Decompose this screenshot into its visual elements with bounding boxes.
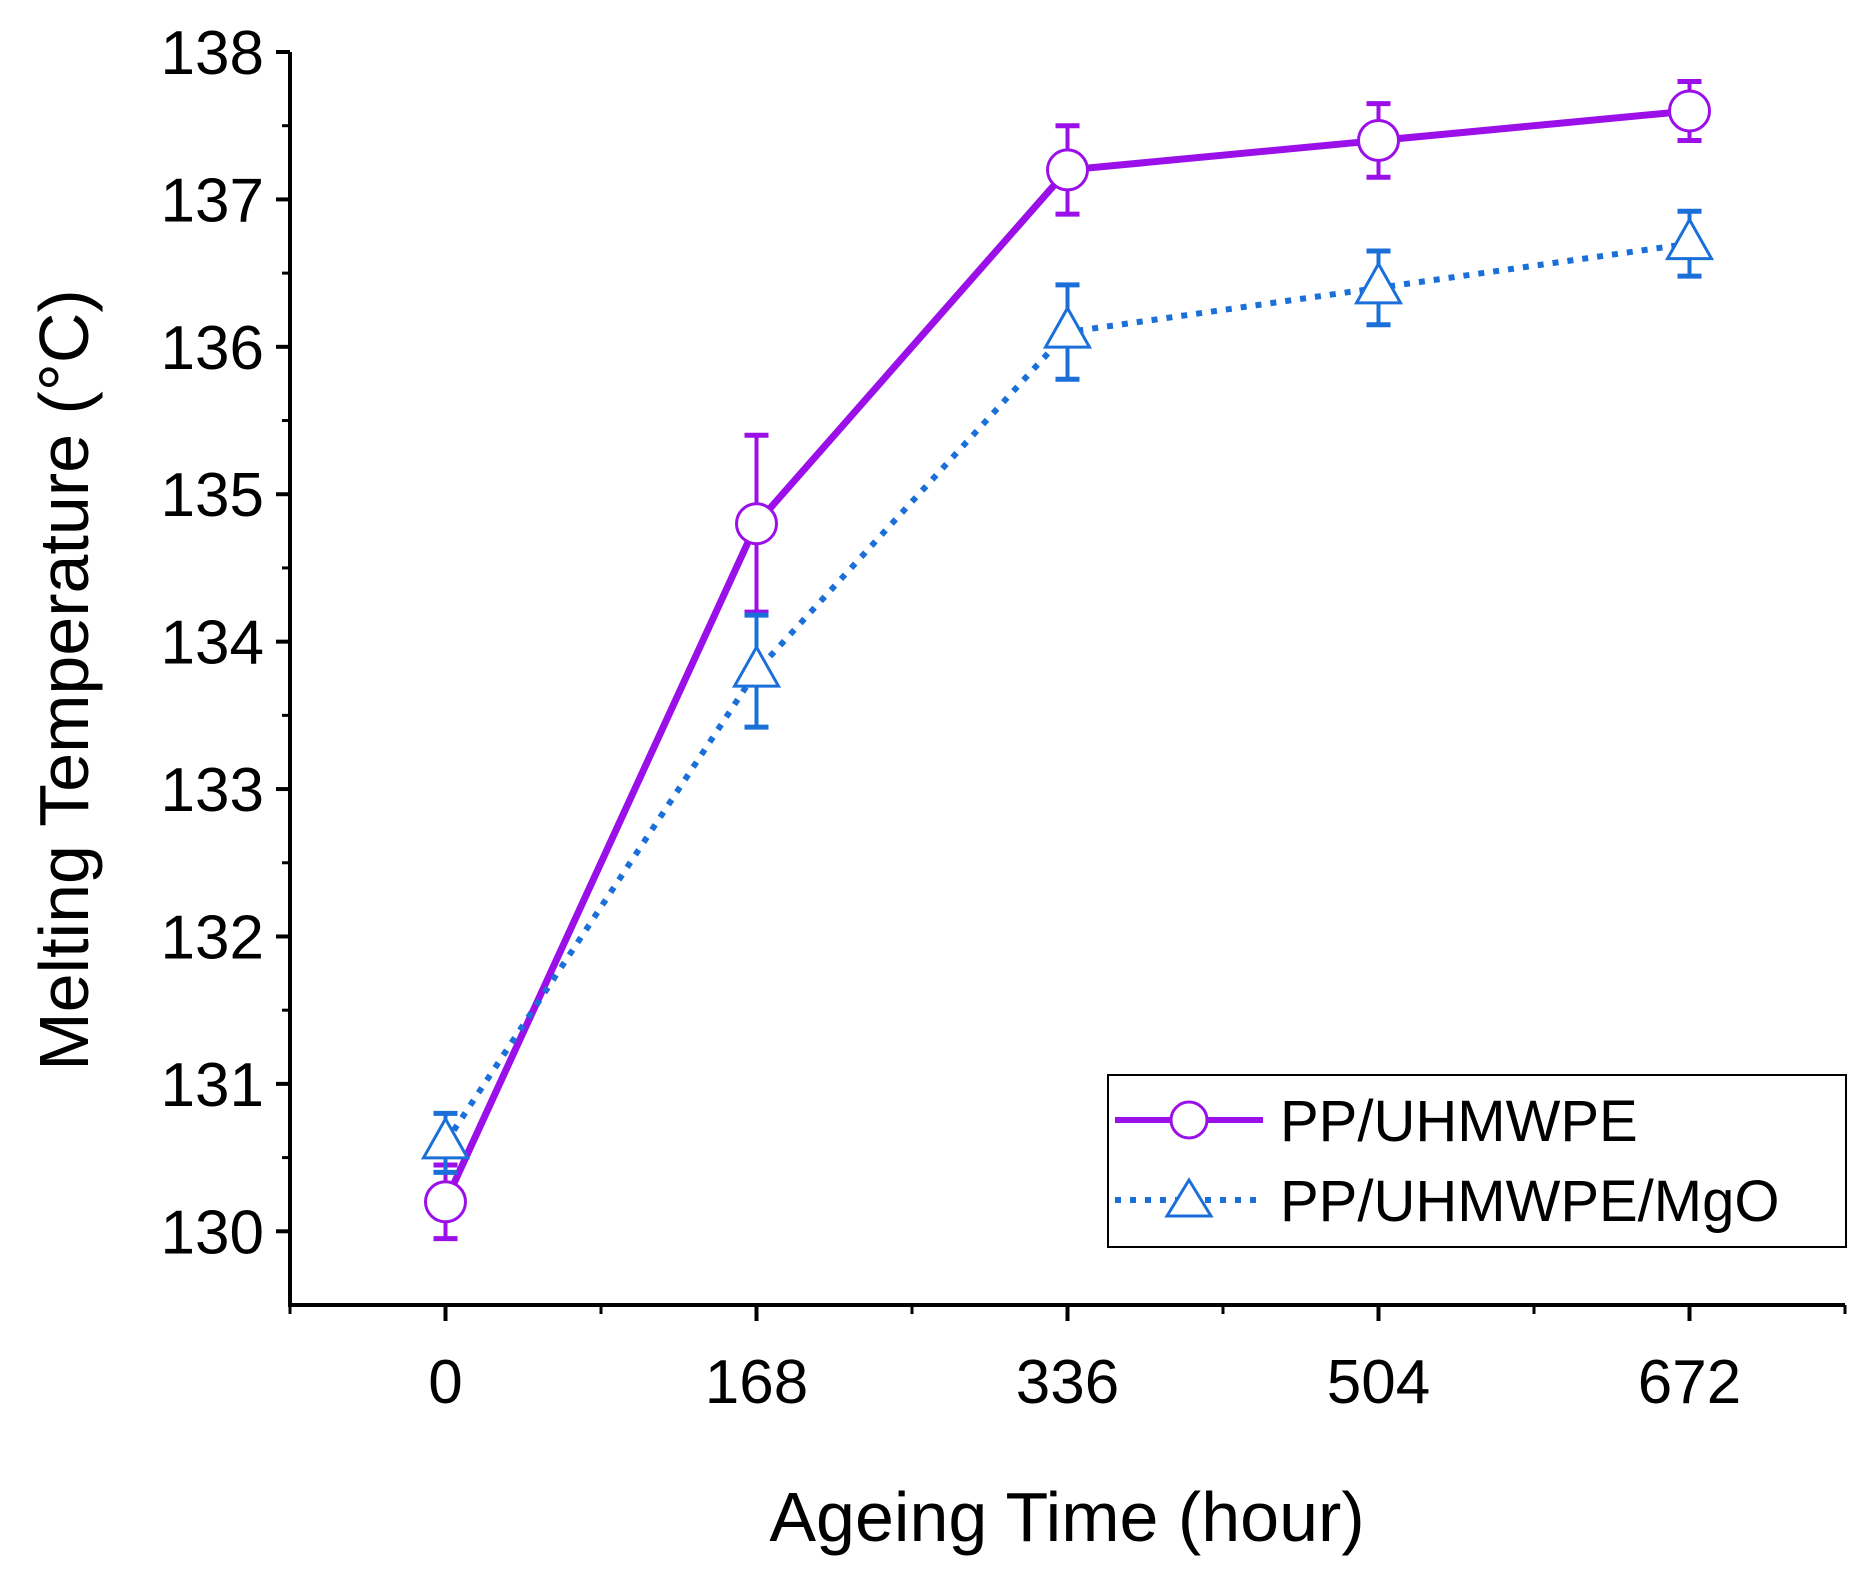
y-tick-label: 130 [161,1198,264,1267]
x-tick-label: 336 [1016,1348,1119,1417]
legend-marker-pp-uhmwpe-mgo [1164,1177,1214,1218]
data-point-circle [1357,118,1400,162]
data-point-triangle [1042,305,1093,349]
data-point-circle [1046,148,1089,192]
y-tick-label: 131 [161,1051,264,1120]
legend-entry-pp-uhmwpe: PP/UHMWPE [1115,1089,1638,1154]
y-tick-label: 132 [161,903,264,972]
data-point-triangle [420,1115,471,1160]
y-ticks: 130 131 132 133 134 135 136 137 138 [161,19,290,1267]
data-point-circle [735,502,778,546]
legend-box [1107,1074,1847,1248]
x-tick-label: 0 [428,1348,462,1417]
y-axis-title: Melting Temperature (°C) [25,289,103,1070]
legend-marker-pp-uhmwpe [1169,1100,1209,1140]
y-tick-label: 135 [161,461,264,530]
legend-label-pp-uhmwpe: PP/UHMWPE [1280,1089,1638,1154]
legend-label-pp-uhmwpe-mgo: PP/UHMWPE/MgO [1280,1169,1780,1234]
y-tick-label: 133 [161,756,264,825]
x-tick-label: 672 [1638,1348,1741,1417]
y-tick-label: 134 [161,609,264,678]
data-point-circle [424,1180,467,1224]
legend: PP/UHMWPE PP/UHMWPE/MgO [1107,1074,1847,1248]
data-point-triangle [731,644,782,688]
x-tick-label: 168 [705,1348,808,1417]
legend-entry-pp-uhmwpe-mgo: PP/UHMWPE/MgO [1115,1169,1780,1234]
x-ticks: 0 168 336 504 672 [288,1305,1847,1417]
data-point-circle [1668,89,1711,133]
y-tick-label: 138 [161,19,264,88]
data-point-triangle [1353,260,1404,305]
data-point-triangle [1664,216,1715,261]
x-axis-title: Ageing Time (hour) [769,1478,1364,1556]
y-tick-label: 136 [161,314,264,383]
series-layer [420,78,1715,1242]
y-tick-label: 137 [161,166,264,235]
series-line-0 [442,107,1690,1204]
x-tick-label: 504 [1327,1348,1430,1417]
